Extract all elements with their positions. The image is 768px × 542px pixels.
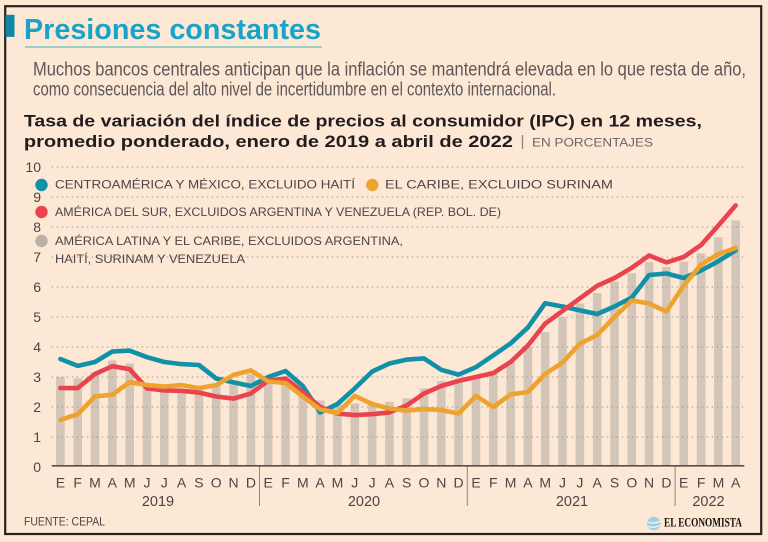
svg-text:2019: 2019: [142, 494, 174, 510]
svg-text:EN PORCENTAJES: EN PORCENTAJES: [532, 135, 653, 149]
svg-text:promedio ponderado, enero de 2: promedio ponderado, enero de 2019 a abri…: [24, 133, 513, 151]
svg-text:2021: 2021: [556, 494, 588, 510]
svg-text:F: F: [697, 474, 706, 490]
svg-text:D: D: [246, 474, 256, 490]
svg-text:Muchos bancos centrales antici: Muchos bancos centrales anticipan que la…: [33, 60, 746, 81]
svg-text:M: M: [297, 474, 309, 490]
svg-text:J: J: [144, 474, 151, 490]
svg-text:J: J: [161, 474, 168, 490]
svg-text:A: A: [523, 474, 533, 490]
svg-text:A: A: [593, 474, 603, 490]
svg-text:M: M: [539, 474, 551, 490]
svg-text:Presiones constantes: Presiones constantes: [24, 14, 321, 46]
svg-text:2020: 2020: [348, 494, 380, 510]
svg-text:CENTROAMÉRICA Y MÉXICO, EXCLUI: CENTROAMÉRICA Y MÉXICO, EXCLUIDO HAITÍ: [55, 179, 356, 192]
svg-text:9: 9: [33, 189, 41, 205]
svg-text:O: O: [626, 474, 637, 490]
svg-text:M: M: [505, 474, 517, 490]
svg-text:AMÉRICA DEL SUR, EXCLUIDOS ARG: AMÉRICA DEL SUR, EXCLUIDOS ARGENTINA Y V…: [55, 206, 501, 219]
svg-text:M: M: [89, 474, 101, 490]
svg-text:AMÉRICA LATINA Y EL CARIBE, EX: AMÉRICA LATINA Y EL CARIBE, EXCLUIDOS AR…: [55, 235, 403, 248]
svg-text:E: E: [264, 474, 273, 490]
svg-text:FUENTE: CEPAL: FUENTE: CEPAL: [24, 515, 105, 529]
svg-text:D: D: [454, 474, 464, 490]
svg-text:J: J: [369, 474, 376, 490]
svg-text:M: M: [713, 474, 725, 490]
svg-text:M: M: [124, 474, 136, 490]
svg-text:J: J: [559, 474, 566, 490]
svg-text:M: M: [332, 474, 344, 490]
svg-text:S: S: [610, 474, 619, 490]
svg-text:A: A: [108, 474, 118, 490]
svg-text:S: S: [194, 474, 203, 490]
svg-text:S: S: [402, 474, 411, 490]
svg-text:5: 5: [33, 309, 41, 325]
svg-text:Tasa de variación del índice d: Tasa de variación del índice de precios …: [24, 112, 702, 130]
svg-text:0: 0: [33, 459, 41, 475]
svg-text:F: F: [281, 474, 290, 490]
svg-text:J: J: [351, 474, 358, 490]
svg-text:HAITÍ, SURINAM Y VENEZUELA: HAITÍ, SURINAM Y VENEZUELA: [55, 253, 245, 266]
svg-text:A: A: [315, 474, 325, 490]
svg-text:1: 1: [33, 429, 41, 445]
svg-text:J: J: [576, 474, 583, 490]
svg-text:EL ECONOMISTA: EL ECONOMISTA: [664, 515, 742, 530]
svg-text:A: A: [177, 474, 187, 490]
svg-text:E: E: [471, 474, 480, 490]
svg-text:E: E: [56, 474, 65, 490]
svg-text:2022: 2022: [692, 494, 724, 510]
svg-text:3: 3: [33, 369, 41, 385]
svg-text:A: A: [385, 474, 395, 490]
svg-text:7: 7: [33, 249, 41, 265]
svg-text:como consecuencia del alto niv: como consecuencia del alto nivel de ince…: [33, 79, 556, 100]
svg-text:F: F: [489, 474, 498, 490]
svg-text:F: F: [73, 474, 82, 490]
svg-text:2: 2: [33, 399, 41, 415]
svg-text:EL CARIBE, EXCLUIDO SURINAM: EL CARIBE, EXCLUIDO SURINAM: [385, 179, 613, 192]
svg-text:D: D: [661, 474, 671, 490]
svg-text:A: A: [731, 474, 741, 490]
svg-text:O: O: [419, 474, 430, 490]
svg-text:O: O: [211, 474, 222, 490]
svg-text:N: N: [436, 474, 446, 490]
svg-text:N: N: [644, 474, 654, 490]
svg-text:E: E: [679, 474, 688, 490]
svg-text:8: 8: [33, 219, 41, 235]
svg-text:10: 10: [25, 159, 41, 175]
svg-text:4: 4: [33, 339, 41, 355]
svg-text:6: 6: [33, 279, 41, 295]
svg-text:N: N: [229, 474, 239, 490]
